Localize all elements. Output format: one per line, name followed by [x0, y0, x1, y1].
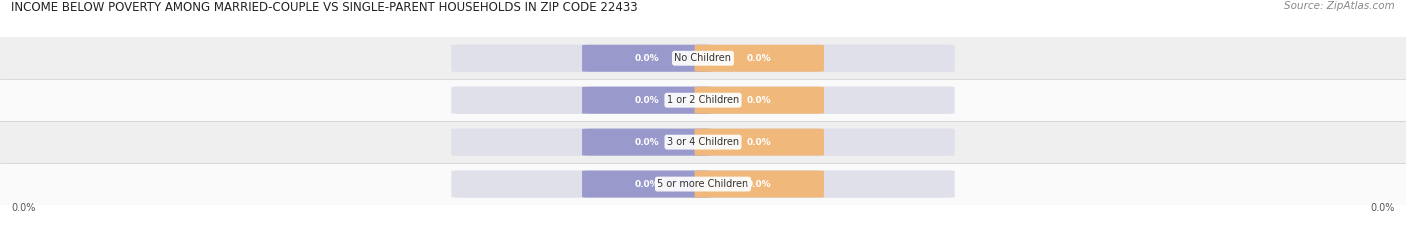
FancyBboxPatch shape	[582, 129, 711, 156]
Text: 0.0%: 0.0%	[747, 96, 772, 105]
FancyBboxPatch shape	[582, 171, 711, 198]
Text: 0.0%: 0.0%	[747, 180, 772, 188]
Text: 0.0%: 0.0%	[747, 138, 772, 147]
Bar	[0, 79, 1406, 121]
FancyBboxPatch shape	[695, 171, 824, 198]
Text: 3 or 4 Children: 3 or 4 Children	[666, 137, 740, 147]
FancyBboxPatch shape	[695, 87, 824, 114]
Text: 1 or 2 Children: 1 or 2 Children	[666, 95, 740, 105]
FancyBboxPatch shape	[451, 45, 955, 72]
Bar	[0, 37, 1406, 79]
Text: INCOME BELOW POVERTY AMONG MARRIED-COUPLE VS SINGLE-PARENT HOUSEHOLDS IN ZIP COD: INCOME BELOW POVERTY AMONG MARRIED-COUPL…	[11, 1, 638, 14]
Text: 0.0%: 0.0%	[1371, 203, 1395, 213]
Text: No Children: No Children	[675, 53, 731, 63]
FancyBboxPatch shape	[451, 170, 955, 198]
Text: Source: ZipAtlas.com: Source: ZipAtlas.com	[1284, 1, 1395, 11]
Text: 0.0%: 0.0%	[634, 96, 659, 105]
Bar	[0, 163, 1406, 205]
FancyBboxPatch shape	[582, 87, 711, 114]
FancyBboxPatch shape	[451, 128, 955, 156]
Text: 0.0%: 0.0%	[634, 180, 659, 188]
Text: 5 or more Children: 5 or more Children	[658, 179, 748, 189]
Text: 0.0%: 0.0%	[747, 54, 772, 63]
Text: 0.0%: 0.0%	[634, 138, 659, 147]
FancyBboxPatch shape	[451, 86, 955, 114]
FancyBboxPatch shape	[695, 129, 824, 156]
Text: 0.0%: 0.0%	[634, 54, 659, 63]
Text: 0.0%: 0.0%	[11, 203, 35, 213]
FancyBboxPatch shape	[582, 45, 711, 72]
FancyBboxPatch shape	[695, 45, 824, 72]
Bar	[0, 121, 1406, 163]
